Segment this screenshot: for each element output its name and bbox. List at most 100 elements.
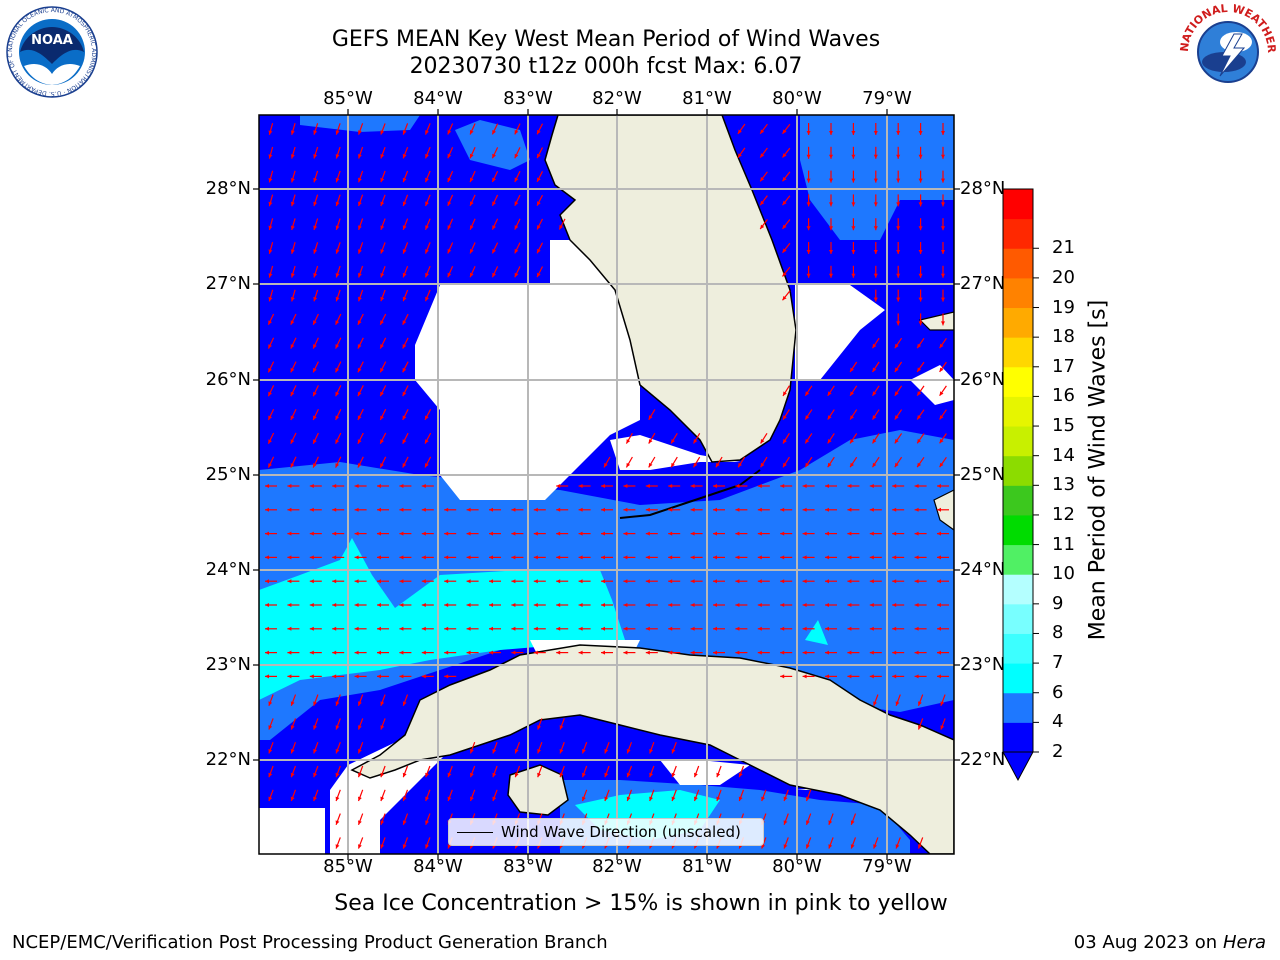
wave-direction-arrowhead <box>268 130 273 135</box>
wave-direction-arrowhead <box>780 674 785 679</box>
wave-direction-arrowhead <box>402 153 407 159</box>
wave-direction-arrowhead <box>335 796 340 801</box>
wave-direction-arrowhead <box>896 131 901 135</box>
wave-direction-arrowhead <box>829 250 833 254</box>
wave-direction-arrowhead <box>377 507 381 512</box>
wave-direction-arrowhead <box>847 650 852 655</box>
wave-direction-arrowhead <box>918 297 923 302</box>
wave-direction-arrowhead <box>805 391 810 396</box>
wave-direction-arrowhead <box>869 484 874 488</box>
colorbar <box>1002 188 1034 782</box>
wave-direction-arrowhead <box>514 749 519 754</box>
wave-direction-arrowhead <box>829 273 833 278</box>
wave-direction-arrowhead <box>425 463 429 468</box>
wave-direction-arrowhead <box>671 772 676 778</box>
footer-credit: NCEP/EMC/Verification Post Processing Pr… <box>12 932 608 953</box>
wave-direction-arrowhead <box>869 579 874 584</box>
wave-direction-arrowhead <box>735 555 740 560</box>
wave-direction-arrowhead <box>470 130 474 135</box>
wave-period-zone-6-7 <box>259 538 625 700</box>
wave-direction-arrowhead <box>937 507 941 512</box>
wave-direction-arrowhead <box>309 579 314 584</box>
wave-direction-arrowhead <box>268 178 273 183</box>
wave-direction-arrowhead <box>918 844 922 849</box>
wave-direction-arrowhead <box>760 177 765 182</box>
wave-direction-arrowhead <box>537 201 541 206</box>
colorbar-tick-label: 9 <box>1052 592 1064 614</box>
wave-direction-arrowhead <box>425 130 429 135</box>
wave-direction-arrowhead <box>313 177 318 183</box>
wave-direction-arrowhead <box>918 226 923 231</box>
wave-direction-arrowhead <box>447 772 452 778</box>
wave-direction-arrowhead <box>265 650 269 655</box>
wave-direction-arrowhead <box>601 531 605 536</box>
wave-direction-arrowhead <box>873 131 878 135</box>
wave-direction-arrowhead <box>896 154 901 159</box>
wave-direction-arrowhead <box>402 772 407 778</box>
wave-direction-arrowhead <box>290 297 295 302</box>
wave-direction-arrowhead <box>937 603 941 607</box>
wave-direction-arrowhead <box>780 507 785 512</box>
lon-tick-label-bottom: 79°W <box>862 856 912 877</box>
wave-direction-arrowhead <box>918 178 923 183</box>
wave-direction-arrowhead <box>358 201 362 207</box>
colorbar-segment <box>1003 663 1033 694</box>
wave-direction-arrowhead <box>313 725 317 730</box>
wave-direction-arrowhead <box>470 225 474 230</box>
wave-direction-arrowhead <box>757 507 762 512</box>
wave-direction-arrowhead <box>489 650 493 655</box>
footer-machine: Hera <box>1222 932 1266 953</box>
wave-direction-arrowhead <box>332 579 337 584</box>
wave-direction-arrowhead <box>805 462 810 468</box>
wave-direction-arrowhead <box>380 415 384 420</box>
wave-direction-arrowhead <box>601 603 605 607</box>
wave-direction-arrowhead <box>335 749 340 754</box>
wave-direction-arrowhead <box>872 391 877 396</box>
wave-direction-arrowhead <box>380 844 385 849</box>
wave-direction-arrowhead <box>559 772 564 778</box>
lon-tick-label-top: 85°W <box>323 88 373 109</box>
wave-direction-arrowhead <box>847 484 852 488</box>
wave-direction-arrowhead <box>425 844 429 849</box>
wave-direction-arrowhead <box>268 463 272 468</box>
wave-direction-arrowhead <box>941 321 945 326</box>
lat-tick-label-left: 27°N <box>205 273 251 294</box>
colorbar-label: Mean Period of Wind Waves [s] <box>1085 299 1111 641</box>
wave-direction-arrowhead <box>447 796 452 801</box>
wave-direction-arrowhead <box>623 579 628 584</box>
wave-direction-arrowhead <box>514 225 519 230</box>
wave-direction-arrowhead <box>645 603 650 607</box>
wave-direction-arrowhead <box>335 772 340 778</box>
map-subtitle: 20230730 t12z 000h fcst Max: 6.07 <box>409 54 803 79</box>
wave-direction-arrowhead <box>332 507 337 512</box>
wave-direction-arrowhead <box>380 225 385 230</box>
wave-direction-arrowhead <box>735 531 740 536</box>
wave-direction-arrowhead <box>444 626 449 631</box>
wave-direction-arrowhead <box>892 674 897 679</box>
wave-direction-arrowhead <box>268 320 272 325</box>
wave-direction-arrowhead <box>918 321 923 326</box>
colorbar-segment <box>1003 307 1033 338</box>
wave-direction-arrowhead <box>358 796 362 801</box>
wave-direction-arrowhead <box>421 579 426 584</box>
wave-direction-arrowhead <box>825 603 829 607</box>
colorbar-extend-triangle <box>1002 751 1034 782</box>
wave-direction-arrowhead <box>918 202 923 207</box>
wave-direction-arrowhead <box>806 154 811 159</box>
wave-direction-arrowhead <box>335 844 340 849</box>
colorbar-tick-label: 18 <box>1052 326 1075 348</box>
wave-direction-arrowhead <box>470 201 474 206</box>
wave-direction-arrowhead <box>287 555 292 560</box>
wave-direction-arrowhead <box>914 626 919 631</box>
wave-direction-arrowhead <box>873 178 878 183</box>
wave-direction-arrowhead <box>918 273 923 278</box>
wave-direction-arrowhead <box>556 531 561 536</box>
colorbar-tick-label: 7 <box>1052 652 1064 674</box>
wave-direction-arrowhead <box>533 555 538 560</box>
wave-direction-arrowhead <box>470 796 474 801</box>
wave-direction-arrowhead <box>313 296 318 302</box>
wave-direction-arrowhead <box>757 531 762 536</box>
wave-direction-arrowhead <box>738 462 742 468</box>
wave-direction-arrowhead <box>268 249 273 254</box>
wave-direction-arrowhead <box>425 177 429 183</box>
